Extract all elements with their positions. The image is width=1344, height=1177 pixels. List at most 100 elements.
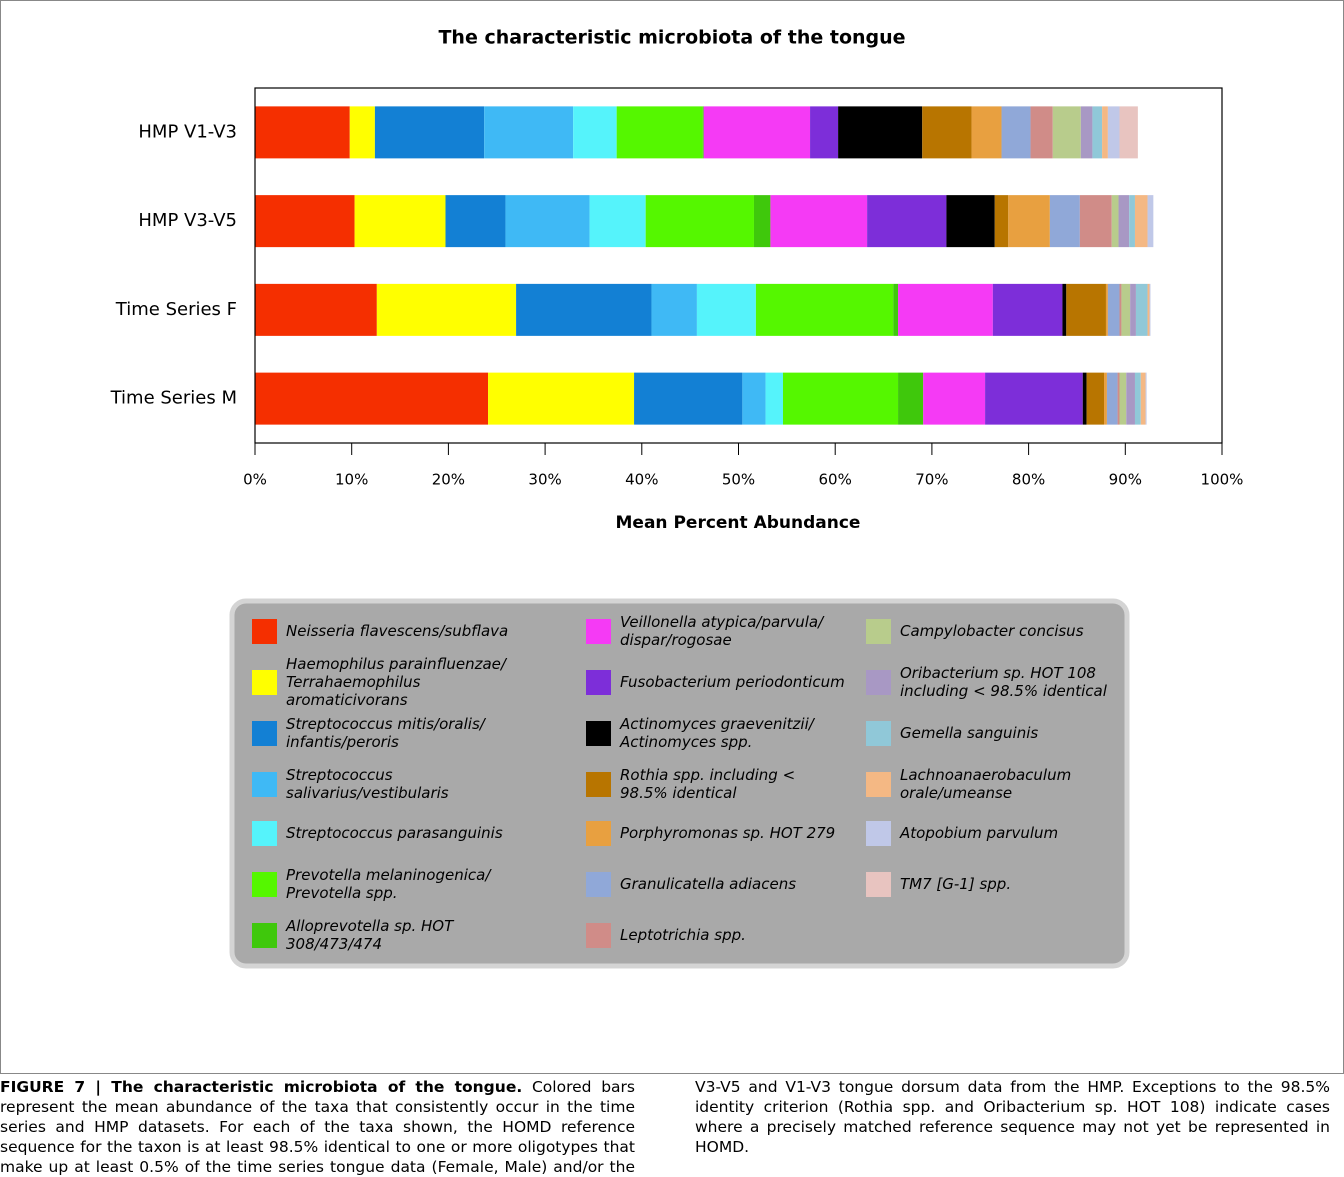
x-tick-label: 90% [1109, 471, 1142, 489]
legend-item: Campylobacter concisus [866, 611, 1126, 651]
caption-label: FIGURE 7 | The characteristic microbiota… [0, 1078, 523, 1096]
bar-segment [1106, 372, 1118, 425]
legend-swatch [866, 618, 891, 644]
bar-segment [1111, 195, 1119, 248]
legend-item: Prevotella melaninogenica/ Prevotella sp… [252, 864, 512, 904]
bar-segment [898, 372, 924, 425]
bar-segment [1080, 106, 1093, 159]
bar-segment [1119, 372, 1127, 425]
legend-label: Neisseria flavescens/subflava [286, 622, 509, 640]
legend-swatch [586, 618, 611, 644]
legend-item: Atopobium parvulum [866, 813, 1126, 853]
bar-segment [1086, 372, 1105, 425]
bar-segment [922, 106, 972, 159]
bar-segment [589, 195, 646, 248]
legend-label: Haemophilus parainfluenzae/ Terrahaemoph… [286, 655, 506, 709]
x-tick-label: 80% [1012, 471, 1045, 489]
bar-segment [445, 195, 506, 248]
bar-segment [573, 106, 617, 159]
legend-item: Gemella sanguinis [866, 713, 1126, 753]
bar-segment [376, 283, 517, 336]
bar-segment [1126, 372, 1135, 425]
legend-swatch [586, 871, 611, 897]
legend-swatch [586, 669, 611, 695]
bar-segment [1001, 106, 1031, 159]
legend-swatch [252, 669, 277, 695]
bar-segment [1008, 195, 1050, 248]
bar-segment [1117, 372, 1120, 425]
legend-label: Veillonella atypica/parvula/ dispar/rogo… [620, 613, 824, 649]
x-tick-label: 20% [432, 471, 465, 489]
legend-swatch [586, 820, 611, 846]
bar-segment [838, 106, 923, 159]
bar-segment [1129, 195, 1135, 248]
legend-item: Lachnoanaerobaculum orale/umeanse [866, 764, 1126, 804]
bar-segment [1147, 283, 1150, 336]
bar-segment [1107, 106, 1120, 159]
bar-segment [985, 372, 1083, 425]
bar-segment [923, 372, 986, 425]
bar-segment [1130, 283, 1136, 336]
legend-item: Neisseria flavescens/subflava [252, 611, 512, 651]
legend-label: Porphyromonas sp. HOT 279 [620, 824, 836, 842]
bar-segment [1082, 372, 1087, 425]
chart: The characteristic microbiota of the ton… [0, 0, 1344, 1074]
x-tick-label: 50% [722, 471, 755, 489]
bar-segment [1145, 372, 1147, 425]
legend-item: Leptotrichia spp. [586, 915, 846, 955]
bar-segment [893, 283, 899, 336]
bar-segment [696, 283, 756, 336]
legend-swatch [586, 922, 611, 948]
x-tick-label: 0% [243, 471, 267, 489]
bar-segment [755, 283, 894, 336]
legend-swatch [252, 922, 277, 948]
legend-swatch [252, 820, 277, 846]
y-tick-label: HMP V3-V5 [138, 210, 237, 231]
legend-item: Streptococcus parasanguinis [252, 813, 512, 853]
legend-label: Granulicatella adiacens [620, 875, 797, 893]
bar-segment [1119, 106, 1138, 159]
legend-item: Streptococcus mitis/oralis/ infantis/per… [252, 713, 512, 753]
legend-label: Lachnoanaerobaculum orale/umeanse [900, 766, 1072, 802]
legend-swatch [252, 771, 277, 797]
y-tick-label: Time Series M [110, 388, 237, 409]
bar-segment [516, 283, 652, 336]
bar-segment [1118, 195, 1130, 248]
bar-segment [255, 372, 489, 425]
bar-segment [1092, 106, 1103, 159]
legend-item: Actinomyces graevenitzii/ Actinomyces sp… [586, 713, 846, 753]
bar-segment [255, 283, 377, 336]
bar-segment [1066, 283, 1106, 336]
bar-segment [703, 106, 811, 159]
bar-segment [946, 195, 995, 248]
y-tick-label: Time Series F [115, 299, 237, 320]
legend-label: Campylobacter concisus [900, 622, 1084, 640]
bar-segment [753, 195, 771, 248]
legend-swatch [866, 720, 891, 746]
x-tick-label: 70% [915, 471, 948, 489]
x-tick-label: 30% [528, 471, 561, 489]
bar-segment [867, 195, 947, 248]
bar-segment [1052, 106, 1081, 159]
legend-item: TM7 [G-1] spp. [866, 864, 1126, 904]
x-tick-label: 100% [1201, 471, 1244, 489]
bar-segment [1149, 283, 1151, 336]
legend-item: Rothia spp. including < 98.5% identical [586, 764, 846, 804]
legend-label: Rothia spp. including < 98.5% identical [620, 766, 796, 802]
legend-swatch [866, 771, 891, 797]
legend-swatch [866, 871, 891, 897]
chart-title: The characteristic microbiota of the ton… [438, 27, 905, 49]
legend-item: Porphyromonas sp. HOT 279 [586, 813, 846, 853]
bar-segment [1119, 283, 1122, 336]
bar-segment [994, 195, 1009, 248]
bar-segment [1105, 283, 1108, 336]
bar-segment [505, 195, 590, 248]
legend-swatch [866, 669, 891, 695]
legend-item: Haemophilus parainfluenzae/ Terrahaemoph… [252, 655, 512, 709]
bar-segment [1062, 283, 1067, 336]
legend-label: Alloprevotella sp. HOT 308/473/474 [286, 917, 454, 953]
bar-segment [651, 283, 697, 336]
legend-item: Granulicatella adiacens [586, 864, 846, 904]
legend-label: Gemella sanguinis [900, 724, 1039, 742]
bar-segment [374, 106, 485, 159]
